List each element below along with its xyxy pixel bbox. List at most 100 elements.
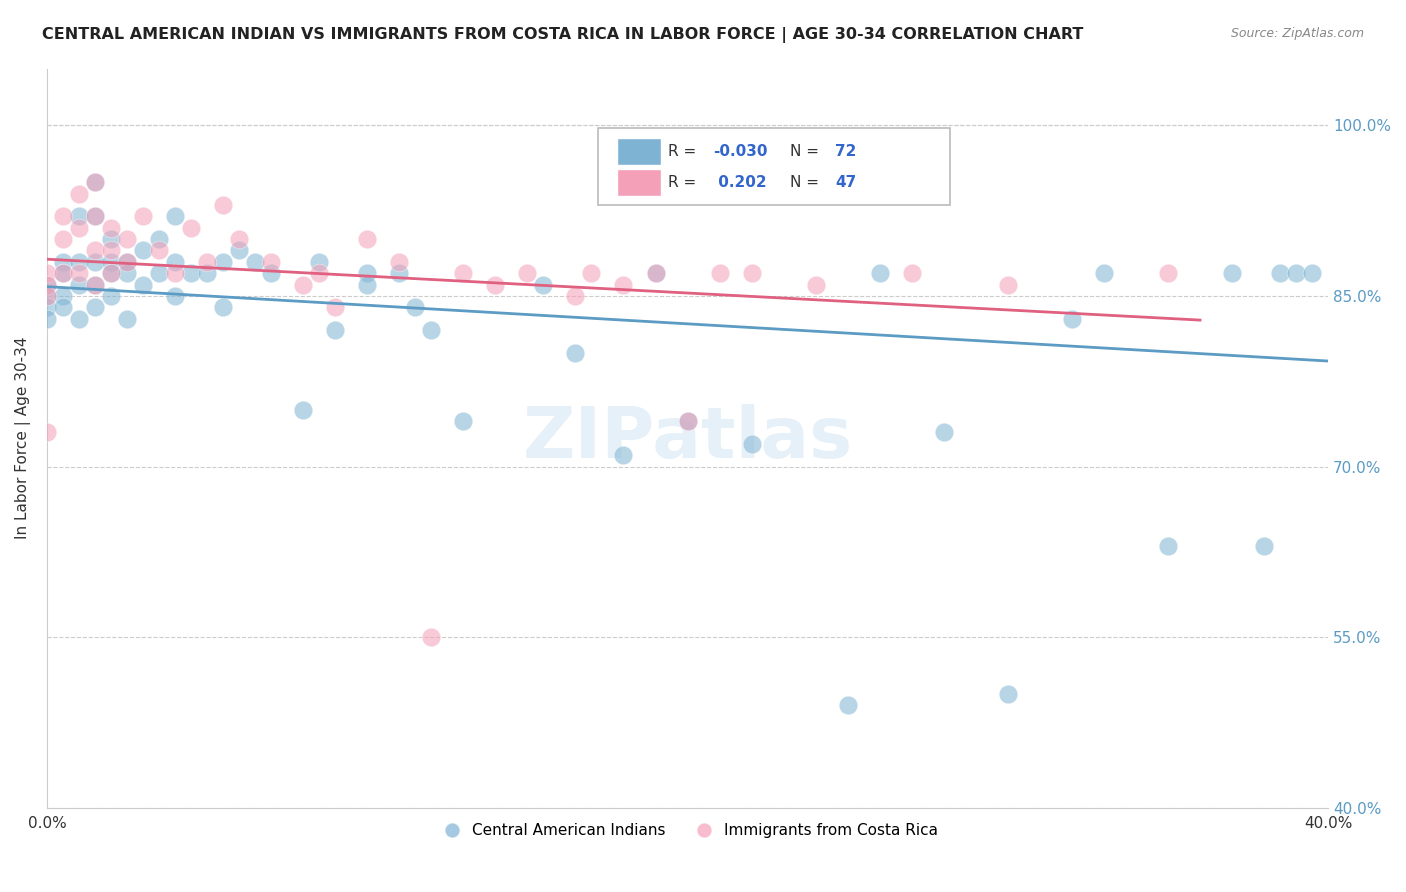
Point <box>804 277 827 292</box>
Point <box>323 301 346 315</box>
Text: Source: ZipAtlas.com: Source: ZipAtlas.com <box>1230 27 1364 40</box>
Point <box>644 266 666 280</box>
Point <box>212 301 235 315</box>
Point <box>115 255 138 269</box>
Point <box>165 255 187 269</box>
Point <box>35 301 58 315</box>
Point <box>612 448 634 462</box>
Point <box>67 277 90 292</box>
Point <box>67 220 90 235</box>
Point <box>356 232 378 246</box>
Point <box>1157 539 1180 553</box>
Point <box>356 277 378 292</box>
Point <box>132 244 155 258</box>
Point <box>100 266 122 280</box>
Text: N =: N = <box>790 175 824 190</box>
Point <box>132 210 155 224</box>
Point <box>115 311 138 326</box>
Point <box>564 346 586 360</box>
Point <box>404 301 426 315</box>
Point <box>165 210 187 224</box>
Point <box>132 277 155 292</box>
Point <box>100 232 122 246</box>
Point <box>900 266 922 280</box>
Point <box>100 289 122 303</box>
Text: -0.030: -0.030 <box>713 144 768 159</box>
Point <box>148 232 170 246</box>
Point <box>195 266 218 280</box>
Point <box>676 414 699 428</box>
Point <box>35 311 58 326</box>
Y-axis label: In Labor Force | Age 30-34: In Labor Force | Age 30-34 <box>15 337 31 540</box>
Point <box>35 425 58 440</box>
Point <box>52 289 75 303</box>
Point <box>260 255 283 269</box>
Text: N =: N = <box>790 144 824 159</box>
Point <box>84 244 107 258</box>
Point <box>165 289 187 303</box>
Point <box>180 266 202 280</box>
Point <box>212 198 235 212</box>
Point <box>356 266 378 280</box>
Point <box>165 266 187 280</box>
FancyBboxPatch shape <box>617 169 661 195</box>
Point <box>997 277 1019 292</box>
Text: R =: R = <box>668 144 702 159</box>
Point <box>67 186 90 201</box>
Point <box>52 255 75 269</box>
Point <box>420 323 443 337</box>
Point <box>676 414 699 428</box>
Point <box>1220 266 1243 280</box>
Point <box>100 220 122 235</box>
Point <box>115 266 138 280</box>
Point <box>453 266 475 280</box>
Point <box>100 244 122 258</box>
Point <box>1253 539 1275 553</box>
Point <box>148 244 170 258</box>
Point <box>67 266 90 280</box>
FancyBboxPatch shape <box>617 138 661 165</box>
Text: 0.202: 0.202 <box>713 175 766 190</box>
Point <box>1060 311 1083 326</box>
Point <box>308 266 330 280</box>
Point <box>35 277 58 292</box>
Point <box>67 210 90 224</box>
Point <box>84 175 107 189</box>
Point <box>533 277 555 292</box>
Point <box>35 289 58 303</box>
Point <box>67 311 90 326</box>
Text: 47: 47 <box>835 175 856 190</box>
Point <box>148 266 170 280</box>
Point <box>35 289 58 303</box>
Point <box>323 323 346 337</box>
Point <box>228 244 250 258</box>
Point <box>292 402 315 417</box>
Point <box>35 266 58 280</box>
Point <box>709 266 731 280</box>
Point <box>35 277 58 292</box>
Text: R =: R = <box>668 175 702 190</box>
Point <box>741 266 763 280</box>
Point <box>52 210 75 224</box>
Point <box>1092 266 1115 280</box>
Point <box>516 266 538 280</box>
Point <box>420 630 443 644</box>
Text: CENTRAL AMERICAN INDIAN VS IMMIGRANTS FROM COSTA RICA IN LABOR FORCE | AGE 30-34: CENTRAL AMERICAN INDIAN VS IMMIGRANTS FR… <box>42 27 1084 43</box>
Point <box>741 437 763 451</box>
Point <box>84 301 107 315</box>
Point <box>84 277 107 292</box>
Text: ZIPatlas: ZIPatlas <box>523 404 852 473</box>
Text: 72: 72 <box>835 144 856 159</box>
Point <box>612 277 634 292</box>
Point <box>84 175 107 189</box>
Legend: Central American Indians, Immigrants from Costa Rica: Central American Indians, Immigrants fro… <box>432 817 943 845</box>
Point <box>228 232 250 246</box>
Point <box>453 414 475 428</box>
Point <box>932 425 955 440</box>
Point <box>115 232 138 246</box>
Point <box>52 232 75 246</box>
Point <box>52 266 75 280</box>
Point <box>84 210 107 224</box>
Point <box>869 266 891 280</box>
Point <box>837 698 859 713</box>
